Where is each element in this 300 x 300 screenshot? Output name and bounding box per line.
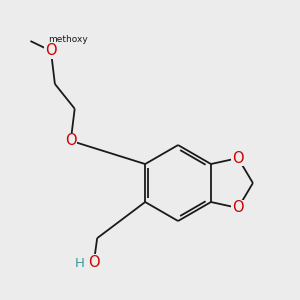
Text: O: O [45,44,57,59]
Text: methoxy: methoxy [49,35,88,44]
Text: H: H [75,257,85,270]
Text: O: O [88,255,100,270]
Text: O: O [232,200,244,215]
Text: O: O [232,151,244,166]
Text: O: O [65,133,76,148]
